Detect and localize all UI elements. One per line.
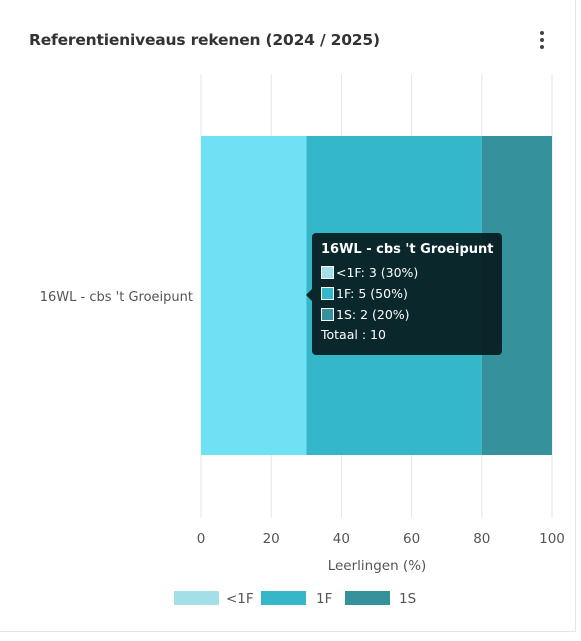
x-tick-label: 80 — [473, 531, 490, 547]
tooltip-row-text: 1S: 2 (20%) — [336, 307, 410, 322]
tooltip-swatch-icon — [321, 287, 334, 300]
chart-card: Referentieniveaus rekenen (2024 / 2025) … — [0, 0, 576, 632]
x-axis-ticks: 0 20 40 60 80 100 — [197, 531, 565, 547]
x-tick-label: 0 — [197, 531, 206, 547]
tooltip-row: 1S: 2 (20%) — [321, 304, 493, 325]
x-tick-label: 100 — [539, 531, 565, 547]
tooltip-row-text: <1F: 3 (30%) — [336, 265, 419, 280]
legend-label[interactable]: <1F — [226, 591, 254, 607]
legend-label[interactable]: 1S — [399, 591, 416, 607]
tooltip-row: <1F: 3 (30%) — [321, 262, 493, 283]
chart-tooltip: 16WL - cbs 't Groeipunt <1F: 3 (30%) 1F:… — [306, 233, 502, 355]
tooltip-row-text: 1F: 5 (50%) — [336, 286, 408, 301]
x-tick-label: 20 — [263, 531, 280, 547]
legend-swatch[interactable] — [261, 591, 306, 605]
tooltip-total: Totaal : 10 — [321, 327, 386, 342]
legend-label[interactable]: 1F — [316, 591, 332, 607]
legend: <1F 1F 1S — [174, 591, 416, 607]
tooltip-title: 16WL - cbs 't Groeipunt — [321, 242, 494, 257]
tooltip-swatch-icon — [321, 308, 334, 321]
chart-title: Referentieniveaus rekenen (2024 / 2025) — [29, 31, 380, 49]
tooltip-row: 1F: 5 (50%) — [321, 283, 493, 304]
tooltip-swatch-icon — [321, 266, 334, 279]
more-vert-icon[interactable] — [530, 27, 554, 53]
x-tick-label: 60 — [403, 531, 420, 547]
x-axis-title: Leerlingen (%) — [328, 558, 427, 574]
legend-swatch[interactable] — [174, 591, 219, 605]
category-label: 16WL - cbs 't Groeipunt — [40, 290, 193, 305]
x-tick-label: 40 — [333, 531, 350, 547]
legend-swatch[interactable] — [345, 591, 390, 605]
bar-segment[interactable] — [201, 136, 307, 455]
